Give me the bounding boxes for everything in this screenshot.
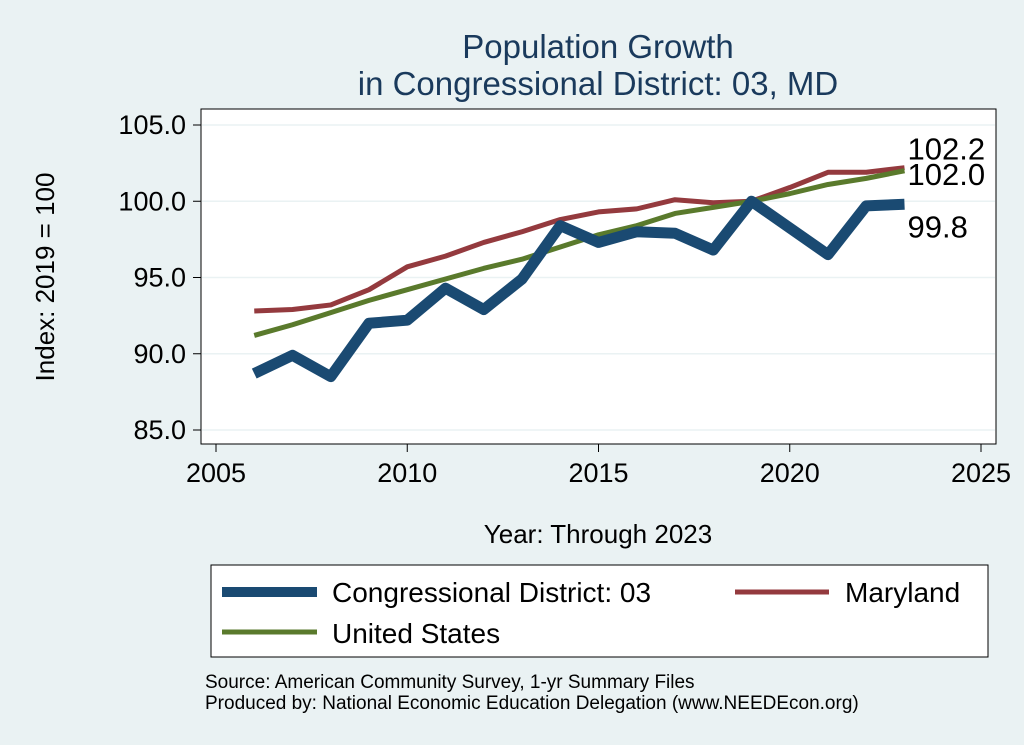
legend-label-district: Congressional District: 03 bbox=[332, 577, 651, 608]
data-point-united-states bbox=[520, 257, 525, 262]
source-line: Source: American Community Survey, 1-yr … bbox=[205, 672, 695, 693]
legend: Congressional District: 03 Maryland Unit… bbox=[210, 564, 989, 658]
data-point-united-states bbox=[290, 322, 295, 327]
data-point-united-states bbox=[481, 266, 486, 271]
data-point-maryland bbox=[826, 170, 831, 175]
data-point-united-states bbox=[328, 310, 333, 315]
end-label-maryland: 102.2 bbox=[908, 132, 986, 167]
data-point-maryland bbox=[596, 209, 601, 214]
x-tick-label: 2020 bbox=[760, 458, 820, 488]
x-tick-label: 2010 bbox=[377, 458, 437, 488]
data-point-district bbox=[478, 304, 489, 315]
data-point-united-states bbox=[252, 333, 257, 338]
data-point-district bbox=[249, 368, 260, 379]
y-tick-label: 105.0 bbox=[118, 110, 186, 140]
data-point-united-states bbox=[405, 287, 410, 292]
data-point-district bbox=[670, 228, 681, 239]
data-point-district bbox=[631, 226, 642, 237]
data-point-united-states bbox=[367, 298, 372, 303]
data-point-maryland bbox=[443, 254, 448, 259]
data-point-district bbox=[555, 220, 566, 231]
data-point-maryland bbox=[634, 206, 639, 211]
x-tick-label: 2005 bbox=[186, 458, 246, 488]
y-tick-label: 90.0 bbox=[133, 339, 186, 369]
plot-area bbox=[200, 108, 997, 445]
data-point-district bbox=[440, 283, 451, 294]
data-point-united-states bbox=[711, 205, 716, 210]
data-point-maryland bbox=[328, 302, 333, 307]
data-point-district bbox=[861, 200, 872, 211]
data-point-district bbox=[593, 237, 604, 248]
data-point-united-states bbox=[443, 277, 448, 282]
data-point-maryland bbox=[405, 264, 410, 269]
legend-box bbox=[210, 564, 989, 658]
legend-label-united-states: United States bbox=[332, 618, 500, 649]
series-layer bbox=[249, 165, 910, 383]
data-point-maryland bbox=[787, 185, 792, 190]
x-tick-label: 2025 bbox=[951, 458, 1011, 488]
data-point-district bbox=[708, 245, 719, 256]
series-line-united-states bbox=[253, 168, 905, 338]
data-point-district bbox=[364, 318, 375, 329]
data-point-maryland bbox=[481, 240, 486, 245]
x-axis-title: Year: Through 2023 bbox=[484, 519, 712, 549]
data-point-united-states bbox=[787, 191, 792, 196]
data-point-maryland bbox=[367, 287, 372, 292]
data-point-united-states bbox=[673, 211, 678, 216]
x-axis: 2005 2010 2015 2020 2025 bbox=[186, 443, 1011, 488]
chart-title-line-2: in Congressional District: 03, MD bbox=[358, 65, 839, 102]
data-point-maryland bbox=[290, 307, 295, 312]
series-line-maryland bbox=[254, 165, 905, 314]
gridlines bbox=[202, 124, 995, 431]
data-point-district bbox=[325, 371, 336, 382]
data-point-united-states bbox=[864, 176, 869, 181]
y-tick-label: 85.0 bbox=[133, 415, 186, 445]
data-point-district bbox=[517, 274, 528, 285]
data-point-united-states bbox=[902, 168, 907, 173]
data-point-district bbox=[746, 196, 757, 207]
data-point-maryland bbox=[864, 170, 869, 175]
y-tick-label: 95.0 bbox=[133, 263, 186, 293]
data-point-district bbox=[899, 199, 910, 210]
data-point-maryland bbox=[520, 229, 525, 234]
end-label-district: 99.8 bbox=[908, 209, 968, 244]
data-point-district bbox=[287, 350, 298, 361]
end-label-united-states: 102.0 bbox=[908, 157, 986, 192]
series-line-district bbox=[251, 195, 905, 383]
data-point-district bbox=[823, 249, 834, 260]
data-point-united-states bbox=[826, 182, 831, 187]
y-axis: 85.0 90.0 95.0 100.0 105.0 bbox=[118, 110, 202, 445]
produced-by-line: Produced by: National Economic Education… bbox=[205, 693, 859, 714]
data-point-district bbox=[402, 315, 413, 326]
data-point-maryland bbox=[252, 309, 257, 314]
data-point-united-states bbox=[558, 245, 563, 250]
x-tick-label: 2015 bbox=[568, 458, 628, 488]
legend-label-maryland: Maryland bbox=[845, 577, 960, 608]
y-axis-title: Index: 2019 = 100 bbox=[30, 173, 60, 382]
y-tick-label: 100.0 bbox=[118, 186, 186, 216]
data-point-maryland bbox=[673, 197, 678, 202]
chart-title-line-1: Population Growth bbox=[462, 28, 734, 65]
data-point-maryland bbox=[711, 200, 716, 205]
